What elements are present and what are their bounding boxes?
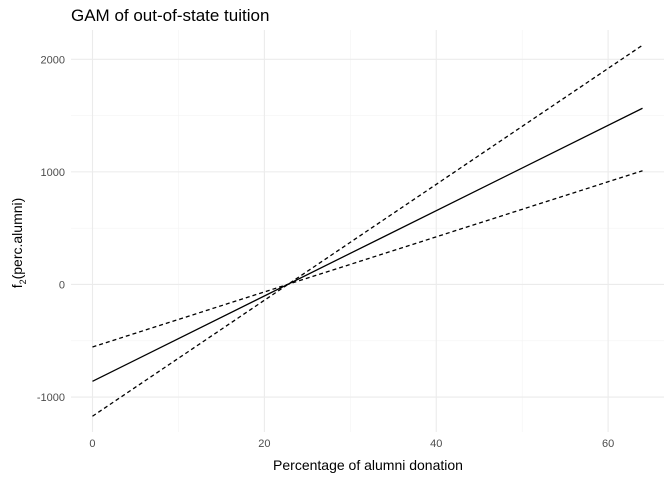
y-tick-label: -1000: [37, 392, 65, 404]
minor-gridlines: [71, 30, 664, 432]
x-axis-title: Percentage of alumni donation: [273, 457, 463, 473]
fit-line: [92, 107, 643, 382]
y-axis-title-prefix: f: [9, 284, 25, 288]
y-axis-title: f2(perc.alumni): [9, 198, 28, 289]
y-tick-label: 1000: [41, 167, 65, 179]
y-axis-title-suffix: (perc.alumni): [9, 198, 25, 280]
y-axis-title-subscript: 2: [18, 279, 28, 284]
x-tick-label: 40: [430, 438, 442, 450]
x-tick-label: 60: [602, 438, 614, 450]
major-gridlines: [71, 30, 664, 432]
series-lines: [92, 44, 643, 417]
x-tick-label: 20: [258, 438, 270, 450]
y-tick-label: 2000: [41, 54, 65, 66]
lower-band-line: [92, 170, 643, 348]
upper-band-line: [92, 44, 643, 417]
chart-title: GAM of out-of-state tuition: [71, 6, 269, 25]
y-tick-labels: -1000 0 1000 2000: [37, 54, 65, 404]
x-tick-label: 0: [89, 438, 95, 450]
y-tick-label: 0: [59, 279, 65, 291]
x-tick-labels: 0 20 40 60: [89, 438, 614, 450]
